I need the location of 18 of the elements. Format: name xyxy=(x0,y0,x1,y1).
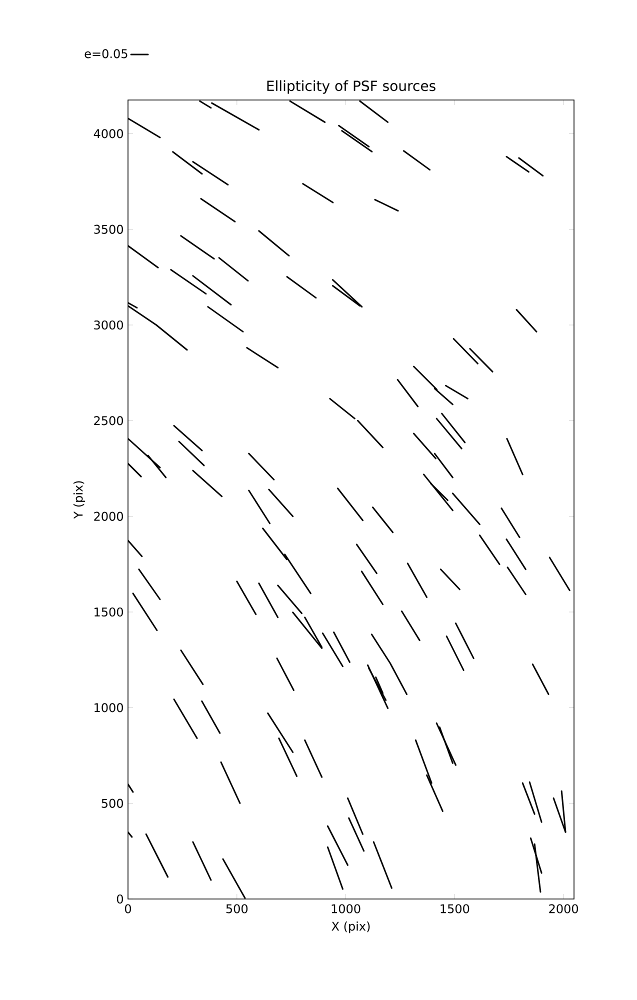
y-tick-label: 0 xyxy=(116,894,124,904)
y-tick-label: 2000 xyxy=(94,512,124,521)
x-tick-label: 1000 xyxy=(332,904,360,914)
y-tick-label: 3000 xyxy=(94,320,124,330)
y-tick-label: 1000 xyxy=(94,703,124,712)
y-tick-label: 500 xyxy=(102,798,124,808)
y-axis-title: Y (pix) xyxy=(73,481,86,519)
y-tick-label: 4000 xyxy=(94,129,124,138)
x-tick-label: 500 xyxy=(226,904,248,914)
x-tick-label: 0 xyxy=(124,904,132,914)
x-tick-label: 1500 xyxy=(440,904,470,914)
legend-label: e=0.05 xyxy=(84,49,128,58)
chart-title: Ellipticity of PSF sources xyxy=(267,80,436,94)
y-tick-label: 1500 xyxy=(94,607,124,617)
x-tick-label: 2000 xyxy=(549,904,578,914)
y-tick-label: 2500 xyxy=(94,416,124,426)
y-tick-label: 3500 xyxy=(94,224,124,234)
x-axis-title: X (pix) xyxy=(332,921,370,934)
